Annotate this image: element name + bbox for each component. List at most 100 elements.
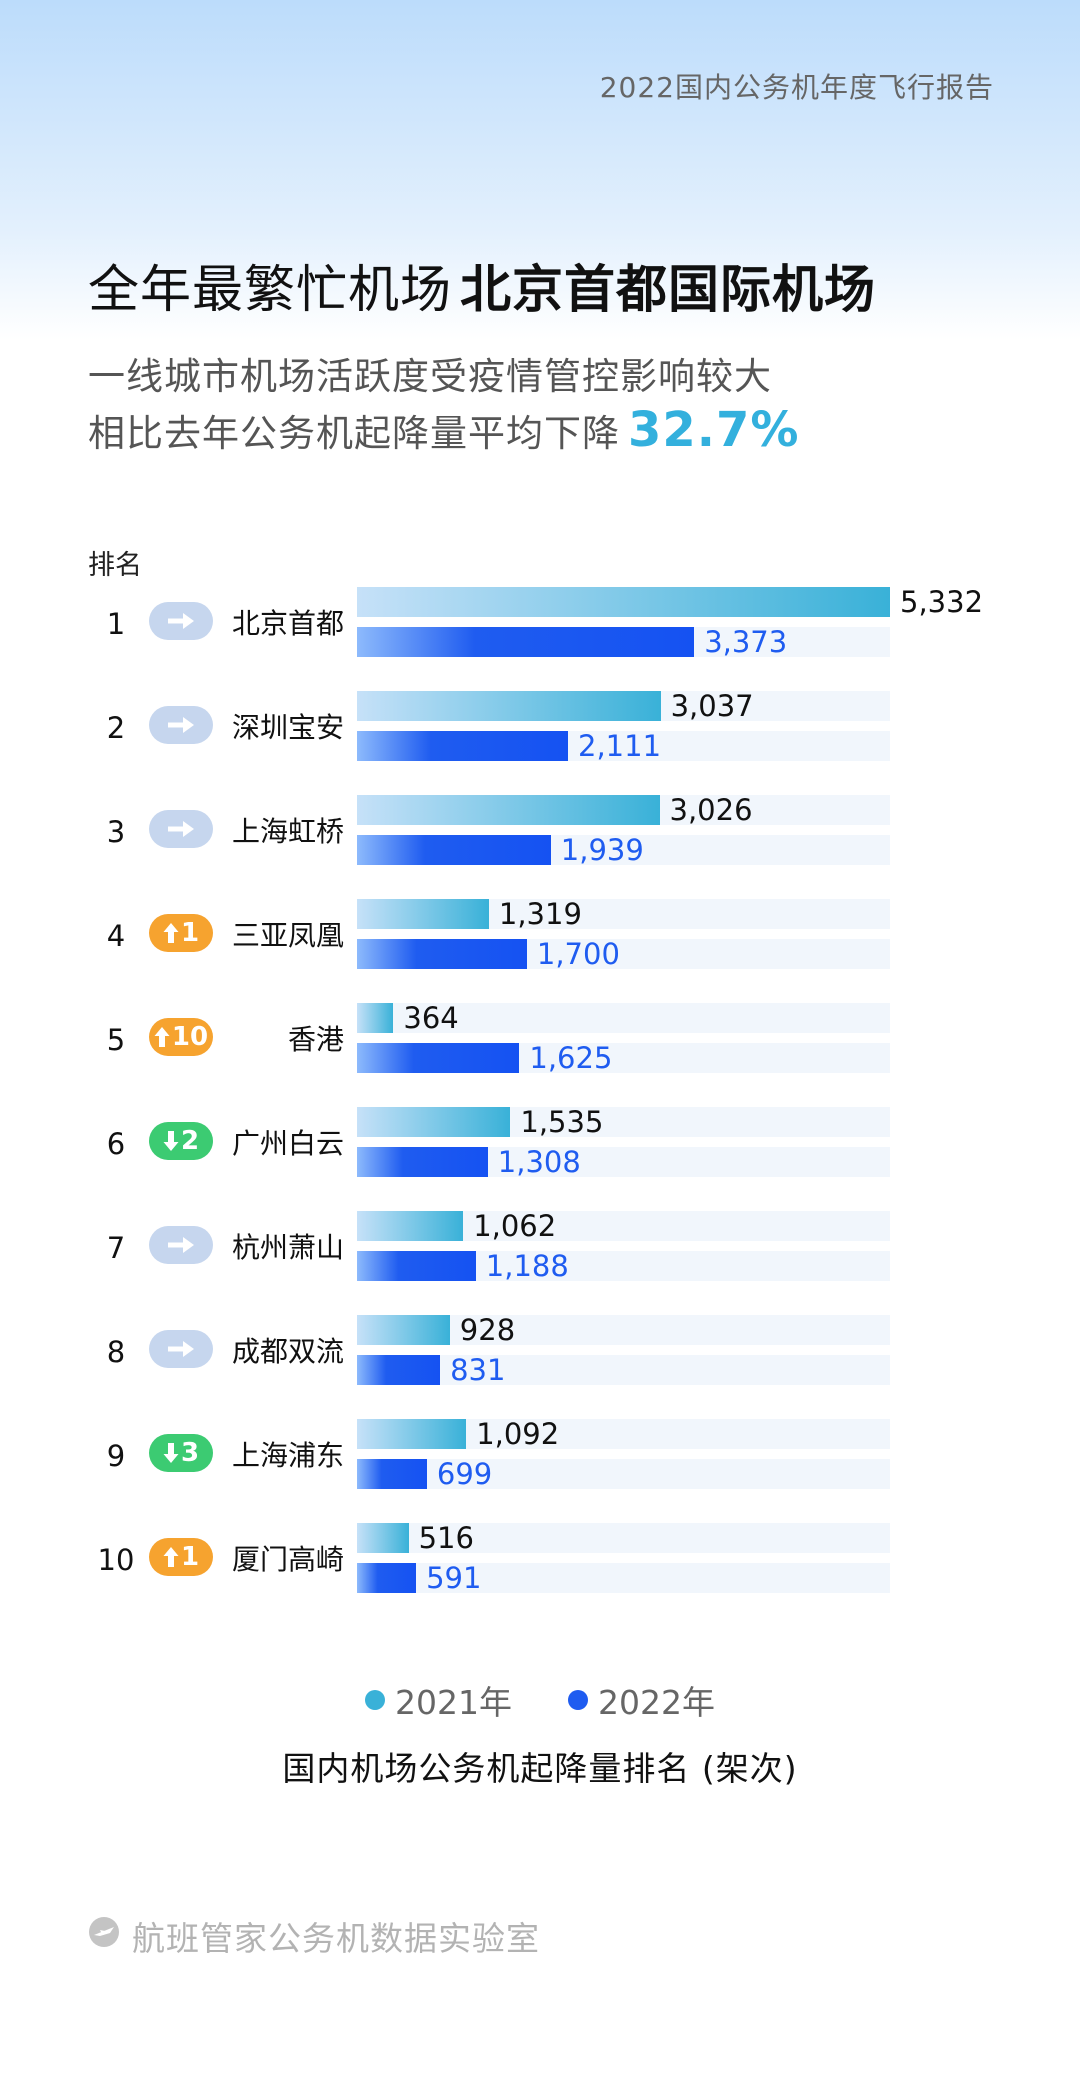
rank-change-badge: 10 — [149, 1018, 213, 1056]
data-label-2021: 516 — [418, 1521, 474, 1555]
bar-track: 1,625 — [357, 1043, 890, 1073]
bar-track: 1,308 — [357, 1147, 890, 1177]
rank-change-badge — [149, 1330, 213, 1368]
data-label-2021: 1,062 — [473, 1209, 557, 1243]
airport-name: 厦门高崎 — [231, 1543, 344, 1576]
chart-legend: 2021年 2022年 — [0, 1676, 1080, 1724]
bar-2022 — [357, 627, 695, 657]
data-label-2021: 5,332 — [900, 585, 984, 619]
airport-name: 成都双流 — [231, 1335, 344, 1368]
bar-2021 — [357, 899, 489, 929]
bar-track: 928 — [357, 1315, 890, 1345]
arrow-right-icon — [166, 715, 196, 735]
rank-number: 8 — [106, 1335, 126, 1369]
bar-track: 1,700 — [357, 939, 890, 969]
rank-number: 3 — [106, 815, 126, 849]
arrow-right-icon — [166, 1339, 196, 1359]
table-row: 8 成都双流 928 831 — [0, 1308, 1080, 1412]
table-row: 2 深圳宝安 3,037 2,111 — [0, 684, 1080, 788]
bar-track: 1,939 — [357, 835, 890, 865]
data-label-2022: 831 — [450, 1353, 506, 1387]
arrow-up-icon — [163, 922, 179, 944]
decline-percent: 32.7% — [628, 402, 800, 458]
bar-2022 — [357, 1251, 476, 1281]
subtitle-line-1: 一线城市机场活跃度受疫情管控影响较大 — [88, 355, 772, 398]
data-label-2022: 2,111 — [578, 729, 662, 763]
arrow-down-icon — [163, 1130, 179, 1152]
table-row: 10 1 厦门高崎 516 591 — [0, 1516, 1080, 1620]
rank-number: 5 — [106, 1023, 126, 1057]
bar-2022 — [357, 1459, 427, 1489]
rank-change-badge — [149, 706, 213, 744]
table-row: 1 北京首都 5,332 3,373 — [0, 580, 1080, 684]
bar-track: 5,332 — [357, 587, 983, 617]
data-label-2021: 3,026 — [669, 793, 753, 827]
rank-change-badge: 1 — [149, 1538, 213, 1576]
arrow-down-icon — [163, 1442, 179, 1464]
bar-2021 — [357, 795, 660, 825]
rank-change-value: 3 — [180, 1438, 200, 1468]
bar-2021 — [357, 1523, 409, 1553]
bar-track: 3,373 — [357, 627, 890, 657]
table-row: 6 2 广州白云 1,535 1,308 — [0, 1100, 1080, 1204]
airport-name: 三亚凤凰 — [231, 919, 344, 952]
rank-number: 2 — [106, 711, 126, 745]
rank-number: 10 — [97, 1543, 135, 1577]
rank-change-value: 10 — [171, 1022, 209, 1052]
legend-dot-2022 — [568, 1690, 588, 1710]
data-label-2022: 1,625 — [529, 1041, 613, 1075]
plane-logo-icon — [88, 1916, 120, 1956]
rank-header: 排名 — [88, 550, 142, 581]
rank-number: 6 — [106, 1127, 126, 1161]
headline-prefix: 全年最繁忙机场 — [88, 261, 453, 320]
airport-name: 上海浦东 — [231, 1439, 344, 1472]
legend-item-2022: 2022年 — [568, 1676, 715, 1724]
bar-track: 831 — [357, 1355, 890, 1385]
data-label-2021: 1,535 — [520, 1105, 604, 1139]
report-title: 2022国内公务机年度飞行报告 — [599, 71, 994, 104]
arrow-right-icon — [166, 611, 196, 631]
arrow-right-icon — [166, 819, 196, 839]
bar-2022 — [357, 731, 568, 761]
airport-name: 上海虹桥 — [231, 815, 344, 848]
subtitle-line-2-text: 相比去年公务机起降量平均下降 — [88, 412, 620, 455]
footer-text: 航班管家公务机数据实验室 — [132, 1919, 540, 1958]
data-label-2022: 591 — [426, 1561, 482, 1595]
rank-change-value: 1 — [180, 918, 200, 948]
arrow-up-icon — [163, 1546, 179, 1568]
bar-track: 1,319 — [357, 899, 890, 929]
rank-change-badge — [149, 810, 213, 848]
bar-track: 699 — [357, 1459, 890, 1489]
airport-name: 北京首都 — [231, 607, 344, 640]
footer: 航班管家公务机数据实验室 — [88, 1912, 540, 1960]
subtitle-line-2: 相比去年公务机起降量平均下降 32.7% — [88, 402, 800, 458]
rank-number: 1 — [106, 607, 126, 641]
bar-track: 516 — [357, 1523, 890, 1553]
data-label-2021: 1,319 — [498, 897, 582, 931]
rank-number: 9 — [106, 1439, 126, 1473]
data-label-2022: 1,188 — [485, 1249, 569, 1283]
bar-2022 — [357, 1147, 488, 1177]
airport-name: 香港 — [287, 1023, 344, 1056]
data-label-2022: 3,373 — [704, 625, 788, 659]
rank-number: 7 — [106, 1231, 126, 1265]
table-row: 9 3 上海浦东 1,092 699 — [0, 1412, 1080, 1516]
bar-track: 2,111 — [357, 731, 890, 761]
bar-2022 — [357, 1043, 520, 1073]
bar-track: 1,535 — [357, 1107, 890, 1137]
airport-name: 广州白云 — [231, 1127, 344, 1160]
airport-name: 杭州萧山 — [231, 1231, 344, 1264]
rank-change-value: 1 — [180, 1542, 200, 1572]
legend-label-2022: 2022年 — [598, 1683, 715, 1722]
bar-2022 — [357, 835, 551, 865]
data-label-2022: 1,939 — [560, 833, 644, 867]
arrow-up-icon — [154, 1026, 170, 1048]
bar-2021 — [357, 1107, 511, 1137]
rank-change-badge — [149, 1226, 213, 1264]
bar-2022 — [357, 1355, 441, 1385]
table-row: 3 上海虹桥 3,026 1,939 — [0, 788, 1080, 892]
rank-change-badge — [149, 602, 213, 640]
bar-2021 — [357, 1003, 394, 1033]
rank-number: 4 — [106, 919, 126, 953]
data-label-2022: 1,308 — [497, 1145, 581, 1179]
